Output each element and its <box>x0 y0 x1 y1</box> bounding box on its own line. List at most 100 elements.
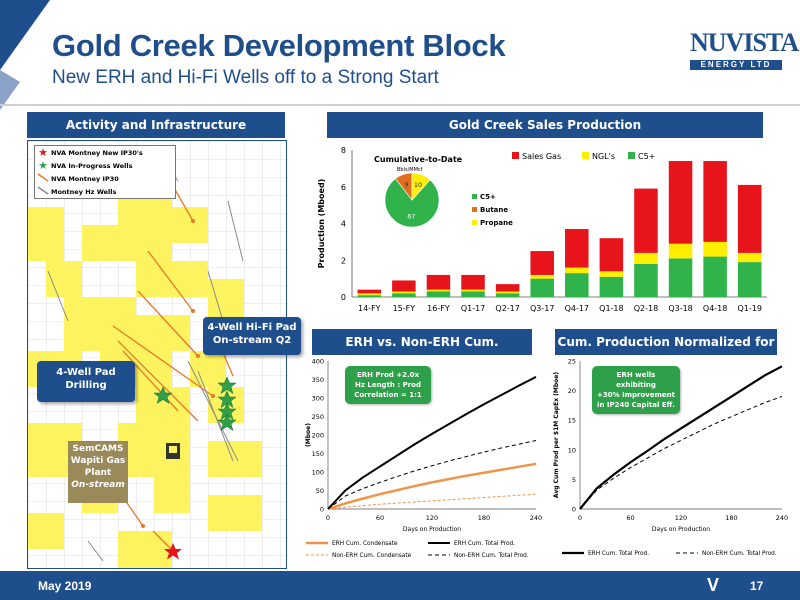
pie-legend-swatch <box>472 194 477 199</box>
footer-bar: May 2019 V 17 <box>0 571 800 600</box>
x-axis-label: Days on Production <box>652 526 710 533</box>
in-progress-stars <box>153 376 237 432</box>
callout-drilling: 4-Well Pad Drilling <box>37 361 135 402</box>
footer-date: May 2019 <box>38 579 92 593</box>
callout-hifi: 4-Well Hi-Fi Pad On-stream Q2 <box>203 317 301 355</box>
bar-segment <box>530 274 554 279</box>
pie-subtitle: Bbls/MMcf <box>397 167 423 173</box>
bar-segment <box>737 252 762 263</box>
bar-segment <box>392 280 416 292</box>
y-axis-label: Production (Mboed) <box>317 179 326 269</box>
bar-segment <box>461 274 485 290</box>
series-line <box>327 493 537 510</box>
green-star-icon: ★ <box>38 159 48 172</box>
map-legend: ★ NVA Montney New IP30's ★ NVA In-Progre… <box>34 145 176 199</box>
y-tick-label: 0 <box>572 506 576 514</box>
grey-line-icon <box>35 186 51 197</box>
pie-value-label: 67 <box>407 213 415 221</box>
bar-segment <box>668 243 693 259</box>
legend-label: Non-ERH Cum. Total Prod. <box>454 553 529 559</box>
bar-segment <box>703 241 727 257</box>
cost-callout: ERH wells exhibiting +30% Improvement in… <box>592 366 680 414</box>
page-number: 17 <box>750 579 764 593</box>
legend-label: ERH Cum. Total Prod. <box>588 551 649 557</box>
bar-segment <box>668 258 693 297</box>
legend-label: Montney Hz Wells <box>51 187 117 196</box>
plant-line: SemCAMS <box>72 444 124 454</box>
series-line <box>579 365 783 510</box>
bar-segment <box>530 251 554 275</box>
x-tick-label: Q2-17 <box>495 304 519 313</box>
x-tick-label: 180 <box>478 514 490 522</box>
series-line <box>327 462 537 511</box>
y-tick-label: 0 <box>341 293 346 302</box>
bar-segment <box>426 289 451 292</box>
pie-slice <box>411 172 431 201</box>
y-tick-label: 300 <box>312 395 324 403</box>
x-tick-label: Q1-17 <box>461 304 485 313</box>
y-tick-label: 20 <box>568 387 576 395</box>
series-line <box>327 376 537 510</box>
pie-legend-label: C5+ <box>480 193 496 201</box>
legend-label: C5+ <box>638 152 655 161</box>
bar-segment <box>565 273 589 297</box>
logo-subtext: ENERGY LTD <box>690 60 782 70</box>
legend-item: Montney Hz Wells <box>35 185 175 198</box>
plant-marker-icon <box>166 443 180 459</box>
header-divider <box>0 104 800 106</box>
x-tick-label: Q3-18 <box>668 304 692 313</box>
legend-swatch <box>582 152 589 159</box>
bar-segment <box>599 271 624 277</box>
plant-line: Wapiti Gas <box>70 456 126 466</box>
x-tick-label: Q4-17 <box>565 304 589 313</box>
page-subtitle: New ERH and Hi-Fi Wells off to a Strong … <box>52 67 439 88</box>
legend-label: Sales Gas <box>522 152 561 161</box>
bar-segment <box>461 291 485 297</box>
bar-segment <box>703 256 727 297</box>
sales-header: Gold Creek Sales Production <box>327 112 763 138</box>
x-tick-label: 0 <box>578 514 582 522</box>
x-axis-label: Days on Production <box>403 526 461 533</box>
activity-map[interactable]: ★ NVA Montney New IP30's ★ NVA In-Progre… <box>27 140 287 569</box>
plant-status: On-stream <box>71 480 125 490</box>
pie-value-label: 10 <box>414 181 422 189</box>
x-tick-label: Q2-18 <box>634 304 658 313</box>
bar-segment <box>426 274 451 290</box>
y-tick-label: 10 <box>568 446 576 454</box>
y-axis-label: Avg Cum Prod per $1M CapEx (Mboe) <box>553 372 560 498</box>
semcams-plant-label: SemCAMS Wapiti Gas Plant On-stream <box>68 441 128 503</box>
legend-item: ★ NVA In-Progress Wells <box>35 159 175 172</box>
logo-wordmark: NuVista <box>690 28 799 57</box>
montney-hz-wells <box>47 150 244 562</box>
legend-label: Non-ERH Cum. Total Prod. <box>702 551 777 557</box>
erh-vs-non-erh-chart: (Mboe) 0 50 100 150 200 250 300 350 400 0 60 120 180 2… <box>305 358 542 560</box>
new-ip30-star <box>164 543 182 560</box>
cost-normalized-chart: Avg Cum Prod per $1M CapEx (Mboe) 0 5 10 15 2… <box>553 358 788 558</box>
bar-segment <box>599 276 624 297</box>
erh-callout: ERH Prod +2.0x Hz Length : Prod Correlat… <box>345 366 431 404</box>
bar-segment <box>495 293 520 297</box>
bar-segment <box>530 278 554 297</box>
bar-segment <box>357 289 382 294</box>
legend-item: NVA Montney IP30 <box>35 172 175 185</box>
bar-segment <box>599 238 624 272</box>
y-tick-label: 400 <box>312 358 324 366</box>
cost-header: Cum. Production Normalized for Cost <box>555 329 777 375</box>
bar-segment <box>668 161 693 244</box>
erh-header: ERH vs. Non-ERH Cum. Production <box>312 329 532 375</box>
x-tick-label: Q3-17 <box>530 304 554 313</box>
legend-label: NVA Montney New IP30's <box>51 148 143 157</box>
plant-line: Plant <box>84 468 112 478</box>
red-star-icon: ★ <box>38 146 48 159</box>
y-tick-label: 250 <box>312 413 324 421</box>
x-tick-label: 120 <box>675 514 687 522</box>
series-line <box>579 396 783 510</box>
y-tick-label: 4 <box>341 220 346 229</box>
logo-v-icon: V <box>707 575 720 595</box>
sales-production-chart: Production (Mboed) 0 2 4 6 8 14-FY 15-FY 16-FY Q1… <box>317 146 767 313</box>
pie-title: Cumulative-to-Date <box>374 155 463 164</box>
corner-decoration <box>0 0 50 110</box>
y-tick-label: 100 <box>312 469 324 477</box>
bar-segment <box>495 284 520 292</box>
y-tick-label: 2 <box>341 256 346 265</box>
